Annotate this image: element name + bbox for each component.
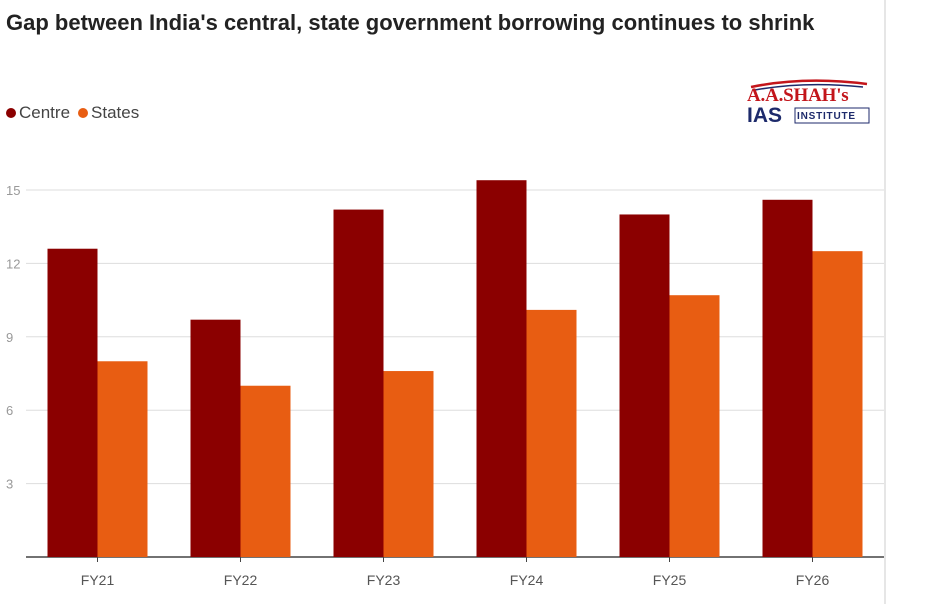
legend-label-centre: Centre — [19, 103, 71, 122]
bar-states-fy23 — [383, 371, 434, 557]
chart-legend: Centre States — [6, 102, 147, 124]
x-tick-label-fy21: FY21 — [81, 572, 115, 588]
legend-item-centre: Centre — [6, 103, 70, 123]
x-tick-label-fy22: FY22 — [224, 572, 258, 588]
legend-item-states: States — [78, 103, 139, 123]
logo-swoosh-graphic — [750, 79, 870, 124]
bar-centre-fy25 — [619, 214, 670, 557]
x-tick-label-fy25: FY25 — [653, 572, 687, 588]
bar-states-fy25 — [669, 295, 720, 557]
legend-swatch-centre — [6, 108, 16, 118]
bar-states-fy21 — [97, 361, 148, 557]
right-border-line — [884, 0, 886, 604]
legend-label-states: States — [91, 103, 140, 122]
logo-text-institute: INSTITUTE — [797, 111, 856, 122]
institute-logo: A.A.SHAH's IAS INSTITUTE — [745, 78, 871, 128]
x-tick-label-fy23: FY23 — [367, 572, 401, 588]
y-tick-label-3: 3 — [6, 477, 13, 492]
chart-title: Gap between India's central, state gover… — [6, 10, 815, 35]
bar-centre-fy26 — [762, 199, 813, 557]
y-tick-label-12: 12 — [6, 256, 20, 271]
bar-states-fy22 — [240, 385, 291, 557]
bar-centre-fy22 — [190, 319, 241, 557]
y-tick-label-9: 9 — [6, 330, 13, 345]
y-tick-label-15: 15 — [6, 183, 20, 198]
x-tick-label-fy26: FY26 — [796, 572, 830, 588]
legend-swatch-states — [78, 108, 89, 118]
bar-states-fy26 — [812, 251, 863, 557]
y-tick-label-6: 6 — [6, 403, 13, 418]
logo-text-name: A.A.SHAH's — [747, 85, 849, 106]
bar-centre-fy23 — [333, 209, 384, 557]
logo-text-ias: IAS — [747, 104, 783, 127]
bar-centre-fy21 — [47, 248, 98, 557]
bar-states-fy24 — [526, 309, 577, 557]
x-tick-label-fy24: FY24 — [510, 572, 544, 588]
bar-centre-fy24 — [476, 180, 527, 558]
